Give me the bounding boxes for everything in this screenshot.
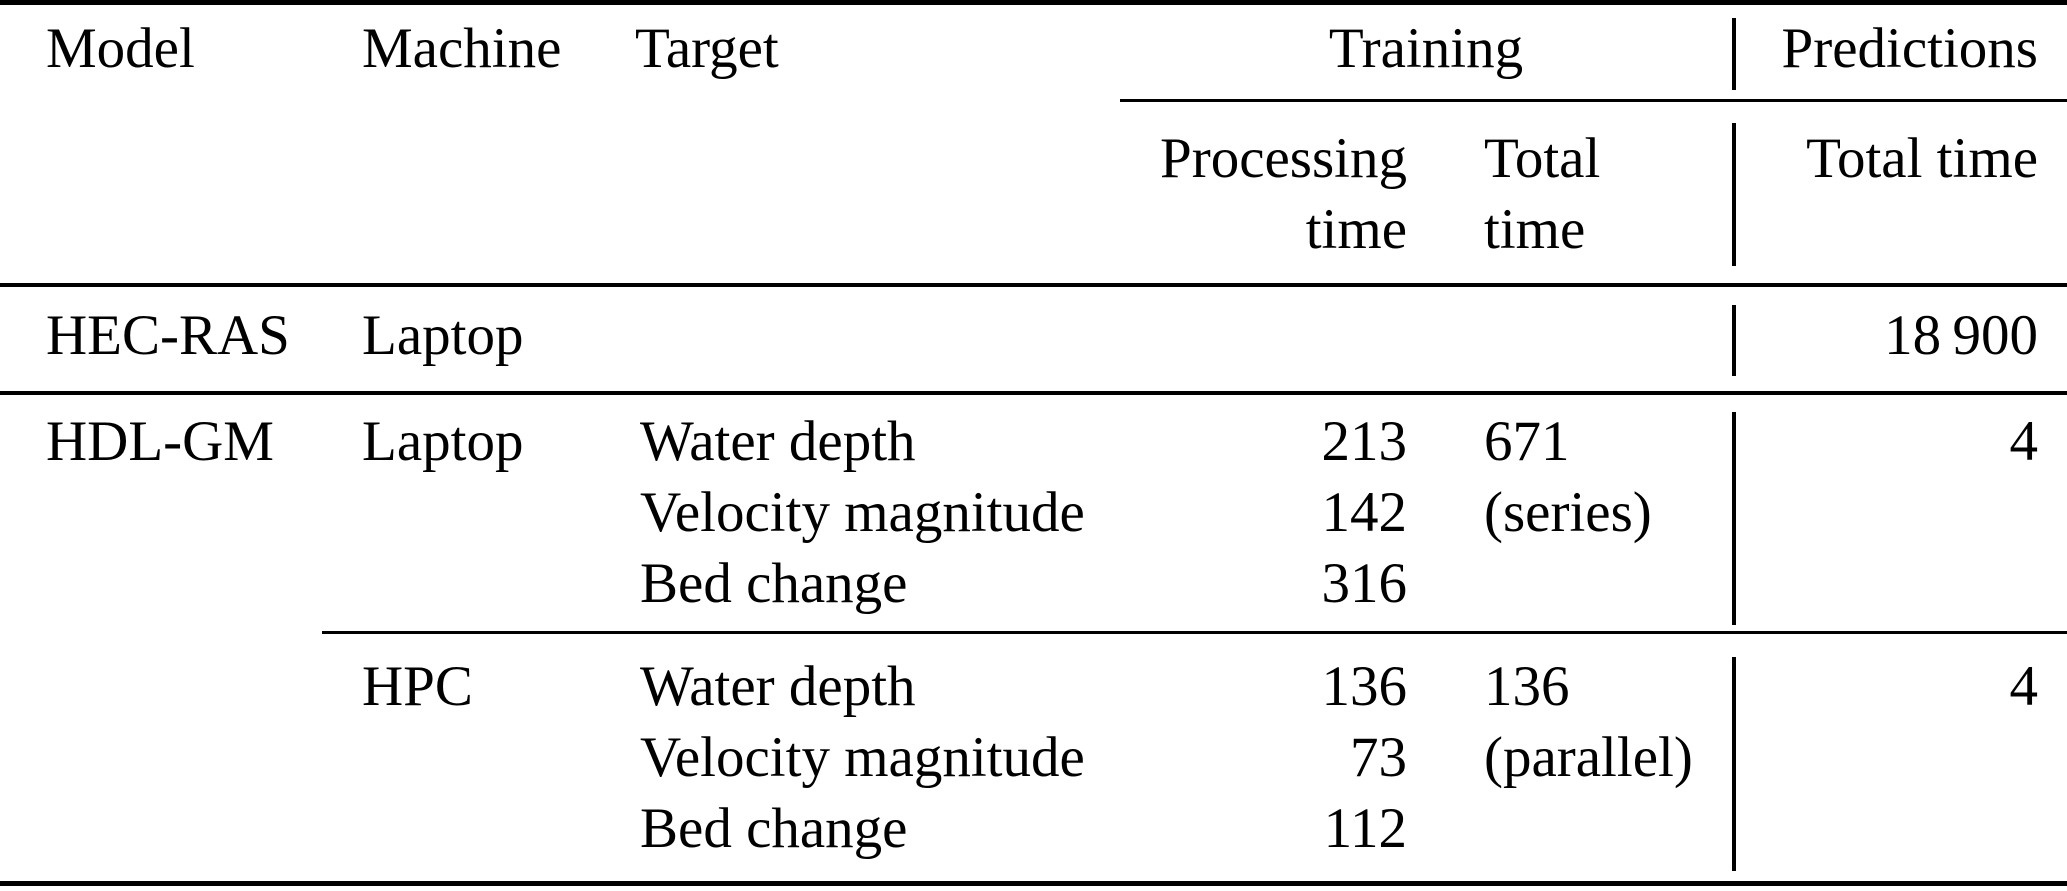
- predictions-separator-segment: [1732, 657, 1736, 871]
- predictions-separator-segment: [1732, 18, 1736, 90]
- col-header-target: Target: [635, 17, 779, 80]
- training-group-underline: [1120, 99, 2067, 102]
- table-bottom-rule: [0, 881, 2067, 886]
- cell-hdlgm-hpc-total-time: 136 (parallel): [1484, 651, 1693, 793]
- cell-hdlgm-laptop-predictions-total-time: 4: [2009, 410, 2039, 473]
- table-top-rule: [0, 0, 2067, 5]
- processing-time-value: 73: [1350, 726, 1407, 789]
- predictions-separator-segment: [1732, 305, 1736, 376]
- header-line: time: [1484, 198, 1586, 261]
- col-group-header-predictions: Predictions: [1781, 17, 2038, 80]
- processing-time-value: 142: [1321, 481, 1408, 544]
- target-line: Water depth: [640, 655, 916, 718]
- cell-hecras-predictions-total-time: 18 900: [1884, 304, 2038, 367]
- cell-hdlgm-laptop-targets: Water depth Velocity magnitude Bed chang…: [640, 406, 1085, 619]
- cell-hdlgm-hpc-predictions-total-time: 4: [2009, 655, 2039, 718]
- target-line: Water depth: [640, 410, 916, 473]
- col-header-training-total-time: Total time: [1484, 123, 1600, 265]
- header-line: Total: [1484, 127, 1601, 190]
- machine-block-divider-rule: [322, 631, 2067, 634]
- total-time-note: (parallel): [1484, 726, 1693, 789]
- target-line: Velocity magnitude: [640, 481, 1085, 544]
- total-time-value: 671: [1484, 410, 1570, 473]
- cell-hdlgm-laptop-processing-times: 213 142 316: [1322, 406, 1408, 619]
- cell-hdlgm-laptop-machine: Laptop: [362, 410, 524, 473]
- col-header-machine: Machine: [362, 17, 562, 80]
- col-header-processing-time: Processing time: [1160, 123, 1407, 265]
- processing-time-value: 136: [1321, 655, 1408, 718]
- cell-hdlgm-hpc-machine: HPC: [362, 655, 473, 718]
- cell-hdlgm-model: HDL-GM: [46, 410, 274, 473]
- cell-hdlgm-hpc-processing-times: 136 73 112: [1322, 651, 1408, 864]
- cell-hecras-model: HEC-RAS: [46, 304, 290, 367]
- target-line: Velocity magnitude: [640, 726, 1085, 789]
- header-line: time: [1305, 198, 1407, 261]
- col-header-predictions-total-time: Total time: [1806, 127, 2038, 190]
- header-line: Processing: [1160, 127, 1407, 190]
- cell-hdlgm-hpc-targets: Water depth Velocity magnitude Bed chang…: [640, 651, 1085, 864]
- processing-time-value: 316: [1321, 552, 1408, 615]
- predictions-separator-segment: [1732, 123, 1736, 266]
- processing-time-value: 112: [1323, 797, 1407, 860]
- target-line: Bed change: [640, 552, 908, 615]
- target-line: Bed change: [640, 797, 908, 860]
- hecras-row-bottom-rule: [0, 391, 2067, 395]
- col-group-header-training: Training: [1328, 17, 1524, 80]
- cell-hdlgm-laptop-total-time: 671 (series): [1484, 406, 1652, 548]
- total-time-note: (series): [1484, 481, 1652, 544]
- col-header-model: Model: [46, 17, 195, 80]
- cell-hecras-machine: Laptop: [362, 304, 524, 367]
- header-bottom-rule: [0, 283, 2067, 287]
- predictions-separator-segment: [1732, 412, 1736, 625]
- processing-time-value: 213: [1321, 410, 1408, 473]
- total-time-value: 136: [1484, 655, 1570, 718]
